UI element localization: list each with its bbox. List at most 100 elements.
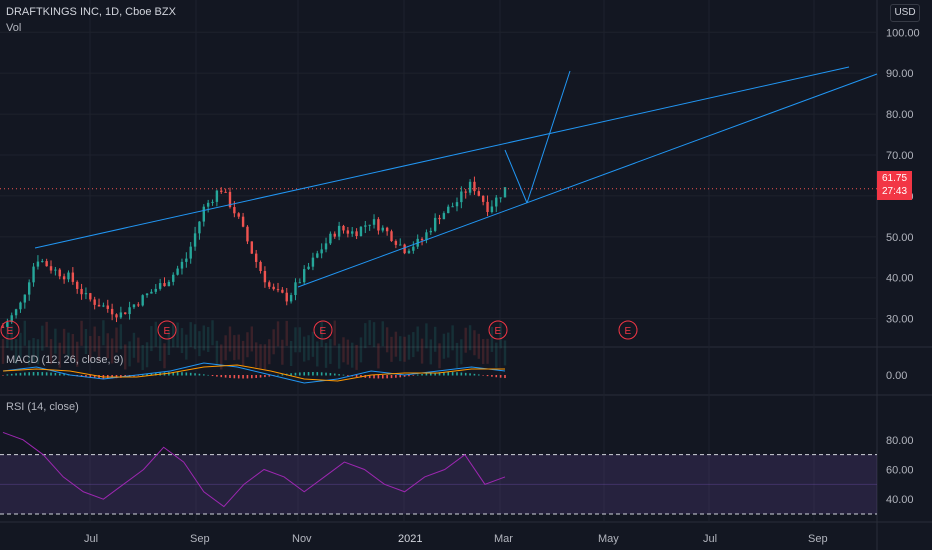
earnings-label: E: [495, 326, 502, 337]
macd-histogram-bar: [15, 373, 17, 376]
candle-body: [45, 261, 48, 267]
volume-bar: [311, 331, 315, 357]
macd-histogram-bar: [93, 375, 96, 379]
volume-bar: [115, 327, 118, 353]
volume-bar: [455, 342, 459, 368]
candle-body: [49, 266, 53, 271]
candle-body: [172, 274, 175, 282]
macd-histogram-bar: [216, 375, 218, 377]
volume-bar: [355, 344, 358, 370]
volume-bar: [14, 339, 18, 365]
volume-bar: [176, 322, 179, 348]
macd-histogram-bar: [150, 373, 153, 376]
last-price-tag: 61.75 27:43: [877, 171, 912, 200]
candle-body: [381, 227, 384, 231]
earnings-label: E: [320, 326, 327, 337]
volume-bar: [84, 328, 88, 354]
volume-bar: [41, 325, 44, 351]
macd-histogram-bar: [264, 375, 266, 378]
candle-body: [10, 315, 13, 323]
volume-bar: [390, 336, 393, 362]
candle-body: [368, 224, 371, 226]
macd-histogram-bar: [85, 375, 87, 378]
volume-bar: [281, 339, 284, 365]
volume-bar: [62, 328, 66, 354]
y-tick-label: 40.00: [886, 273, 914, 285]
volume-bar: [254, 342, 258, 368]
volume-bar: [259, 344, 262, 370]
candle-body: [220, 190, 223, 192]
candle-body: [447, 206, 450, 214]
candle-body: [355, 231, 358, 237]
volume-bar: [451, 325, 454, 351]
volume-bar: [377, 343, 380, 369]
macd-histogram-bar: [63, 373, 65, 376]
x-tick-label: Nov: [292, 533, 312, 545]
macd-histogram-bar: [237, 375, 240, 379]
candle-body: [442, 213, 446, 220]
macd-histogram-bar: [281, 374, 284, 376]
macd-histogram-bar: [438, 372, 441, 376]
volume-bar: [372, 322, 376, 348]
volume-bar: [289, 341, 293, 367]
candle-body: [97, 304, 101, 307]
candle-body: [115, 314, 118, 318]
volume-bar: [303, 336, 306, 362]
candle-body: [333, 233, 336, 237]
candle-body: [102, 305, 105, 307]
candle-body: [180, 261, 184, 269]
macd-histogram-bar: [299, 372, 301, 376]
macd-histogram-bar: [6, 374, 9, 376]
currency-badge[interactable]: USD: [890, 4, 920, 22]
candle-body: [372, 219, 376, 225]
volume-bar: [473, 330, 476, 356]
macd-histogram-bar: [342, 374, 345, 376]
rsi-label: RSI (14, close): [6, 401, 79, 413]
last-price-value: 61.75: [881, 173, 908, 184]
y-tick-label: 70.00: [886, 150, 914, 162]
candle-body: [268, 282, 271, 287]
volume-bar: [211, 320, 214, 346]
candle-body: [455, 202, 459, 207]
earnings-label: E: [7, 326, 14, 337]
y-tick-label: 80.00: [886, 109, 914, 121]
volume-bar: [76, 341, 79, 367]
volume-bar: [333, 320, 336, 346]
volume-bar: [246, 332, 249, 358]
y-tick-label: 100.00: [886, 27, 920, 39]
macd-histogram-bar: [464, 372, 467, 376]
macd-histogram-bar: [368, 375, 371, 379]
candle-body: [132, 304, 136, 308]
macd-histogram-bar: [146, 374, 148, 376]
macd-histogram-bar: [495, 375, 498, 378]
macd-histogram-bar: [233, 375, 236, 379]
candle-body: [503, 187, 507, 198]
candle-body: [438, 217, 441, 220]
volume-bar: [193, 324, 197, 350]
candle-body: [93, 299, 96, 305]
macd-histogram-bar: [137, 375, 140, 376]
candle-body: [451, 206, 454, 208]
macd-histogram-bar: [447, 372, 450, 376]
volume-bar: [351, 342, 354, 368]
macd-histogram-bar: [176, 372, 179, 376]
volume-bar: [119, 324, 123, 350]
candle-body: [285, 292, 288, 302]
earnings-marker: [0, 320, 20, 340]
volume-bar: [403, 336, 406, 362]
volume-bar: [19, 332, 22, 358]
volume-bar: [58, 342, 61, 368]
volume-bar: [364, 323, 367, 349]
macd-histogram-bar: [251, 375, 253, 379]
volume-bar: [185, 334, 188, 360]
macd-histogram-bar: [403, 375, 406, 377]
volume-bar: [263, 344, 267, 370]
candle-body: [6, 322, 9, 327]
symbol-title[interactable]: DRAFTKINGS INC, 1D, Cboe BZX: [6, 6, 176, 18]
volume-bar: [268, 339, 271, 365]
candle-body: [329, 233, 332, 244]
volume-bar: [150, 326, 153, 352]
volume-bar: [420, 338, 424, 364]
volume-bar: [67, 332, 70, 358]
